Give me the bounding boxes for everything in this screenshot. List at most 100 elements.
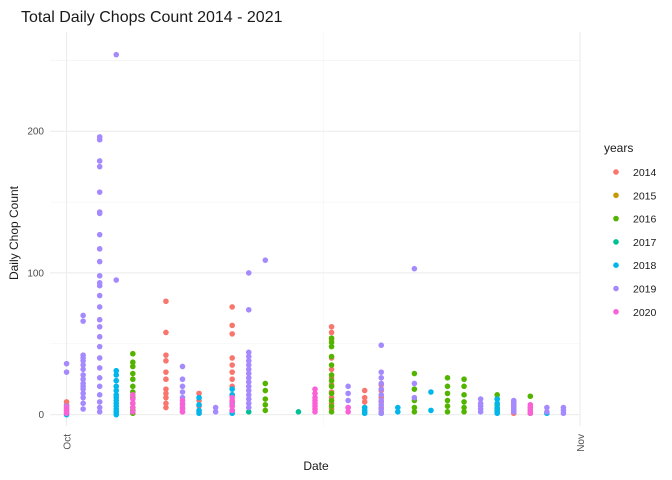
data-point-2019 bbox=[378, 406, 385, 412]
data-point-2014 bbox=[229, 376, 235, 383]
data-point-2017 bbox=[295, 409, 302, 415]
data-point-2020 bbox=[63, 404, 70, 411]
data-point-2016 bbox=[130, 370, 136, 377]
data-point-2019 bbox=[63, 369, 70, 375]
data-point-2019 bbox=[80, 390, 86, 397]
data-point-2016 bbox=[494, 392, 500, 398]
data-point-2016 bbox=[444, 390, 451, 397]
data-point-2014 bbox=[229, 355, 235, 361]
data-point-2016 bbox=[411, 409, 418, 415]
data-point-2019 bbox=[245, 400, 252, 407]
data-point-2019 bbox=[245, 379, 252, 385]
y-axis-title: Daily Chop Count bbox=[7, 185, 21, 280]
data-point-2019 bbox=[96, 134, 103, 140]
data-point-2017 bbox=[245, 409, 252, 415]
data-point-2020 bbox=[179, 401, 186, 408]
data-point-2019 bbox=[80, 380, 86, 387]
data-point-2018 bbox=[113, 387, 120, 394]
data-point-2014 bbox=[163, 404, 169, 411]
data-point-2018 bbox=[494, 400, 500, 407]
data-point-2016 bbox=[461, 409, 467, 415]
data-point-2019 bbox=[80, 372, 86, 378]
legend-label-2019: 2019 bbox=[633, 284, 657, 296]
x-axis-title: Date bbox=[303, 459, 329, 473]
data-point-2016 bbox=[328, 377, 335, 384]
data-point-2019 bbox=[80, 406, 86, 412]
data-point-2018 bbox=[113, 392, 120, 398]
legend-key-2020 bbox=[613, 309, 619, 315]
y-tick-label: 100 bbox=[27, 268, 44, 279]
chart-title: Total Daily Chops Count 2014 - 2021 bbox=[21, 9, 283, 26]
data-point-2019 bbox=[96, 304, 103, 310]
data-point-2019 bbox=[80, 352, 86, 358]
data-point-2016 bbox=[527, 393, 534, 400]
data-point-2016 bbox=[328, 339, 335, 346]
data-point-2018 bbox=[196, 407, 202, 414]
x-tick-label: Oct bbox=[63, 434, 74, 450]
data-point-2019 bbox=[378, 401, 385, 408]
data-point-2014 bbox=[163, 329, 169, 336]
data-point-2014 bbox=[163, 358, 169, 364]
data-point-2018 bbox=[113, 367, 120, 374]
data-point-2019 bbox=[245, 306, 252, 313]
data-point-2019 bbox=[345, 390, 351, 397]
data-point-2014 bbox=[196, 390, 202, 397]
data-point-2016 bbox=[130, 363, 136, 370]
data-point-2016 bbox=[328, 353, 335, 360]
data-point-2019 bbox=[411, 380, 418, 387]
data-point-2018 bbox=[395, 404, 401, 411]
data-point-2019 bbox=[80, 394, 86, 401]
data-point-2016 bbox=[262, 401, 269, 408]
y-axis-ticks: 0 100 200 bbox=[27, 127, 44, 421]
data-point-2016 bbox=[262, 396, 269, 402]
data-point-2019 bbox=[96, 158, 103, 164]
data-point-2019 bbox=[245, 370, 252, 377]
data-point-2019 bbox=[510, 397, 517, 404]
data-point-2019 bbox=[560, 404, 567, 411]
data-point-2019 bbox=[96, 189, 103, 195]
data-point-2019 bbox=[245, 353, 252, 360]
data-point-2014 bbox=[328, 329, 335, 336]
data-point-2019 bbox=[378, 397, 385, 404]
data-point-2016 bbox=[130, 383, 136, 390]
data-point-2014 bbox=[163, 376, 169, 383]
data-point-2019 bbox=[245, 392, 252, 398]
data-point-2019 bbox=[80, 312, 86, 319]
data-point-2014 bbox=[163, 386, 169, 392]
data-point-2019 bbox=[245, 358, 252, 364]
data-point-2020 bbox=[345, 409, 351, 415]
data-point-2016 bbox=[262, 387, 269, 394]
data-point-2018 bbox=[196, 394, 202, 401]
data-point-2019 bbox=[179, 376, 186, 383]
data-point-2019 bbox=[245, 349, 252, 356]
data-point-2016 bbox=[444, 383, 451, 390]
data-point-2014 bbox=[163, 394, 169, 401]
data-point-2014 bbox=[361, 399, 368, 405]
data-point-2020 bbox=[527, 401, 534, 408]
data-point-2016 bbox=[328, 343, 335, 350]
data-point-2019 bbox=[96, 280, 103, 286]
data-point-2019 bbox=[179, 389, 186, 395]
data-point-2018 bbox=[494, 396, 500, 402]
data-point-2020 bbox=[130, 404, 136, 411]
data-point-2014 bbox=[163, 400, 169, 407]
data-point-2014 bbox=[229, 304, 235, 310]
data-point-2019 bbox=[96, 333, 103, 340]
data-point-2019 bbox=[96, 209, 103, 215]
data-point-2019 bbox=[113, 51, 120, 58]
data-point-2019 bbox=[245, 375, 252, 381]
legend-key-2018 bbox=[613, 262, 619, 269]
data-point-2014 bbox=[361, 387, 368, 394]
data-point-2019 bbox=[96, 292, 103, 299]
data-point-2016 bbox=[130, 350, 136, 357]
data-point-2019 bbox=[245, 366, 252, 373]
data-point-2020 bbox=[130, 392, 136, 398]
data-point-2014 bbox=[361, 394, 368, 401]
data-point-2019 bbox=[96, 316, 103, 323]
legend-title: years bbox=[604, 141, 633, 155]
data-point-2018 bbox=[113, 383, 120, 390]
data-point-2019 bbox=[378, 410, 385, 417]
data-point-2019 bbox=[96, 365, 103, 371]
data-point-2019 bbox=[96, 355, 103, 361]
